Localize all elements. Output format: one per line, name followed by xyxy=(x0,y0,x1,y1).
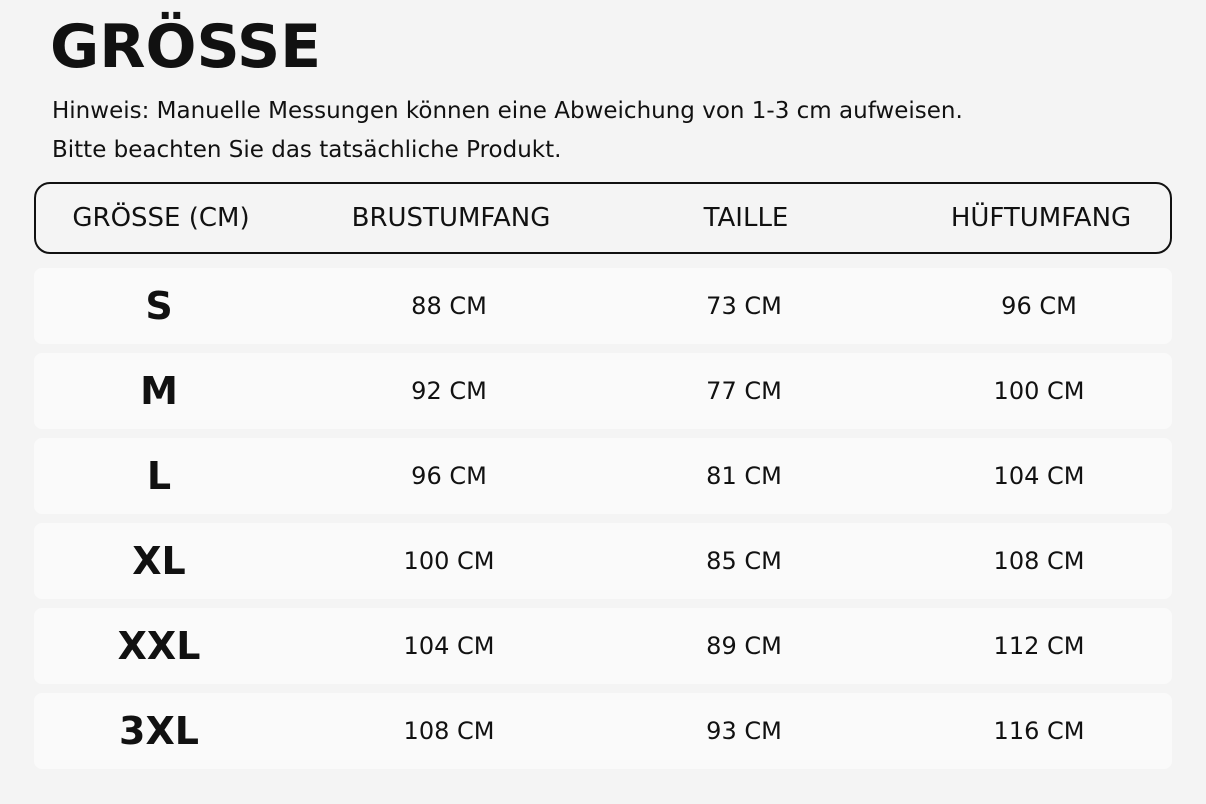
measurement: 73 CM xyxy=(706,292,782,320)
measurement: 96 CM xyxy=(1001,292,1077,320)
measurement: 77 CM xyxy=(706,377,782,405)
title: GRÖSSE xyxy=(50,12,322,82)
measurement: 85 CM xyxy=(706,547,782,575)
table-row: XXL 104 CM 89 CM 112 CM xyxy=(34,608,1172,684)
measurement: 89 CM xyxy=(706,632,782,660)
measurement: 116 CM xyxy=(993,717,1085,745)
measurement: 108 CM xyxy=(403,717,495,745)
column-header: BRUSTUMFANG xyxy=(351,203,551,233)
size-label: S xyxy=(145,284,173,328)
measurement: 81 CM xyxy=(706,462,782,490)
measurement: 100 CM xyxy=(403,547,495,575)
measurement: 88 CM xyxy=(411,292,487,320)
column-header: HÜFTUMFANG xyxy=(950,203,1132,233)
column-header: TAILLE xyxy=(703,203,789,233)
table-row: M 92 CM 77 CM 100 CM xyxy=(34,353,1172,429)
size-label: XXL xyxy=(117,624,201,668)
measurement: 112 CM xyxy=(993,632,1085,660)
note: Bitte beachten Sie das tatsächliche Prod… xyxy=(52,137,562,163)
measurement: 92 CM xyxy=(411,377,487,405)
table-header: GRÖSSE (CM) BRUSTUMFANG TAILLE HÜFTUMFANG xyxy=(34,182,1172,254)
note: Hinweis: Manuelle Messungen können eine … xyxy=(52,98,963,124)
table-row: 3XL 108 CM 93 CM 116 CM xyxy=(34,693,1172,769)
size-label: XL xyxy=(132,539,186,583)
column-header: GRÖSSE (CM) xyxy=(72,203,250,233)
table-row: L 96 CM 81 CM 104 CM xyxy=(34,438,1172,514)
size-label: M xyxy=(140,369,178,413)
size-label: L xyxy=(146,454,172,498)
measurement: 104 CM xyxy=(993,462,1085,490)
measurement: 100 CM xyxy=(993,377,1085,405)
measurement: 104 CM xyxy=(403,632,495,660)
size-label: 3XL xyxy=(119,709,199,753)
table-row: XL 100 CM 85 CM 108 CM xyxy=(34,523,1172,599)
table-row: S 88 CM 73 CM 96 CM xyxy=(34,268,1172,344)
measurement: 96 CM xyxy=(411,462,487,490)
measurement: 93 CM xyxy=(706,717,782,745)
measurement: 108 CM xyxy=(993,547,1085,575)
